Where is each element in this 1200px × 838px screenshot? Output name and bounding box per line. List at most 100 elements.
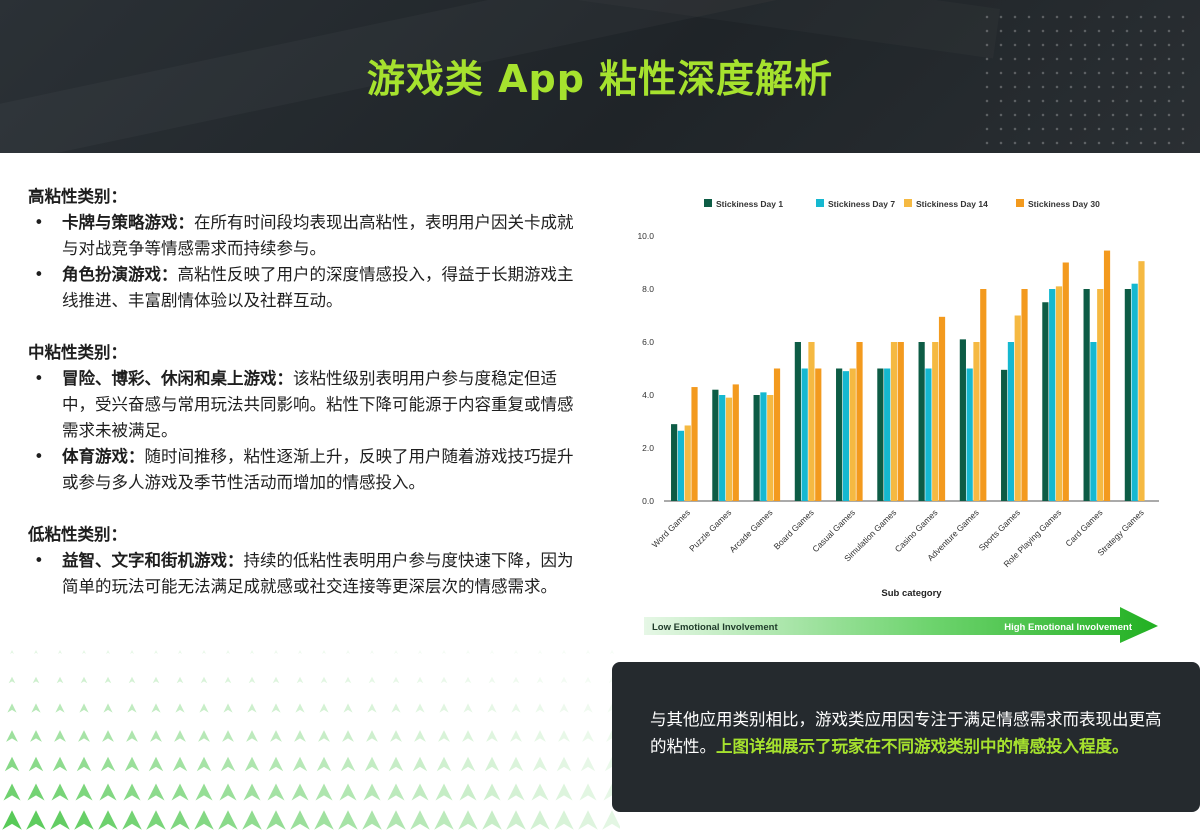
low-involvement-label: Low Emotional Involvement — [652, 622, 778, 633]
bar — [815, 368, 822, 501]
arrow-pattern-mark — [102, 730, 114, 742]
arrow-pattern-mark — [176, 676, 184, 684]
arrow-pattern-mark — [2, 810, 22, 830]
arrow-pattern-mark — [315, 783, 333, 801]
arrow-pattern-mark — [559, 703, 569, 713]
arrow-pattern-mark — [562, 650, 566, 654]
arrow-pattern-mark — [484, 756, 500, 772]
arrow-pattern-mark — [554, 810, 574, 830]
arrow-pattern-mark — [346, 650, 350, 654]
bullet: • — [34, 369, 44, 388]
bar — [712, 389, 719, 501]
bar — [1007, 342, 1015, 501]
arrow-pattern-mark — [271, 703, 281, 713]
arrow-pattern-mark — [4, 756, 20, 772]
x-tick-label: Casino Games — [893, 507, 940, 554]
arrow-pattern-mark — [266, 810, 286, 830]
item-text: 持续的低粘性表明用户参与度快速下降，因为简单的玩法可能无法满足成就感或社交连接等… — [62, 551, 574, 596]
bar — [1055, 286, 1063, 501]
dot-pattern — [980, 10, 1190, 150]
arrow-pattern-mark — [274, 650, 278, 654]
bar — [691, 387, 698, 501]
item-bold: 益智、文字和街机游戏： — [62, 551, 244, 570]
high-involvement-label: High Emotional Involvement — [1004, 622, 1133, 633]
arrow-pattern-mark — [218, 810, 238, 830]
arrow-pattern-mark — [250, 650, 254, 654]
arrow-pattern-mark — [148, 756, 164, 772]
bar — [753, 395, 760, 501]
arrow-pattern-mark — [366, 730, 378, 742]
arrow-pattern-mark — [244, 756, 260, 772]
legend-label: Stickiness Day 7 — [828, 199, 895, 209]
bullet: • — [34, 447, 44, 466]
bar — [938, 316, 946, 501]
arrow-pattern-mark — [78, 730, 90, 742]
arrow-pattern-mark — [486, 730, 498, 742]
bar — [842, 371, 850, 501]
arrow-pattern-mark — [338, 810, 358, 830]
arrow-pattern-mark — [270, 730, 282, 742]
arrow-pattern-mark — [344, 676, 352, 684]
bar — [856, 342, 863, 501]
bar — [980, 289, 987, 501]
y-tick-label: 2.0 — [642, 443, 654, 453]
bar — [719, 395, 726, 501]
arrow-pattern-mark — [220, 756, 236, 772]
bar — [884, 368, 891, 501]
arrow-pattern-mark — [175, 703, 185, 713]
legend-swatch — [816, 199, 824, 207]
arrow-pattern-mark — [242, 810, 262, 830]
arrow-pattern-mark — [442, 650, 446, 654]
item-bold: 冒险、博彩、休闲和桌上游戏： — [62, 369, 293, 388]
arrow-pattern-mark — [364, 756, 380, 772]
arrow-pattern-mark — [490, 650, 494, 654]
bullet: • — [34, 213, 44, 232]
arrow-pattern-mark — [75, 783, 93, 801]
x-axis-title: Sub category — [881, 588, 942, 599]
arrow-pattern-mark — [438, 730, 450, 742]
arrow-pattern-mark — [318, 730, 330, 742]
bar — [1049, 289, 1056, 501]
arrow-pattern-mark — [27, 783, 45, 801]
arrow-pattern-mark — [460, 756, 476, 772]
arrow-pattern-mark — [124, 756, 140, 772]
arrow-pattern-mark — [290, 810, 310, 830]
item-bold: 卡牌与策略游戏： — [62, 213, 194, 232]
arrow-pattern-mark — [534, 730, 546, 742]
arrow-pattern-mark — [26, 810, 46, 830]
arrow-pattern-mark — [50, 810, 70, 830]
bar — [684, 425, 691, 501]
bar — [897, 342, 904, 501]
x-tick-label: Casual Games — [810, 507, 857, 554]
bar — [836, 368, 843, 501]
arrow-pattern-mark — [196, 756, 212, 772]
bar — [1001, 369, 1008, 501]
arrow-pattern-mark — [268, 756, 284, 772]
arrow-pattern-mark — [295, 703, 305, 713]
arrow-pattern-mark — [578, 810, 598, 830]
arrow-pattern-mark — [532, 756, 548, 772]
bullet: • — [34, 265, 44, 284]
arrow-pattern-mark — [128, 676, 136, 684]
arrow-pattern-mark — [482, 810, 502, 830]
arrow-pattern-mark — [52, 756, 68, 772]
arrow-pattern-mark — [267, 783, 285, 801]
legend-swatch — [704, 199, 712, 207]
bar — [966, 368, 973, 501]
bar — [760, 392, 767, 501]
bar — [767, 395, 774, 501]
arrow-pattern-mark — [507, 783, 525, 801]
arrow-pattern-mark — [51, 783, 69, 801]
arrow-pattern-mark — [319, 703, 329, 713]
arrow-pattern-mark — [298, 650, 302, 654]
arrow-pattern-mark — [511, 703, 521, 713]
x-tick-label: Card Games — [1063, 507, 1104, 548]
arrow-pattern-mark — [535, 703, 545, 713]
arrow-pattern-mark — [583, 703, 593, 713]
arrow-pattern-mark — [174, 730, 186, 742]
arrow-pattern-mark — [198, 730, 210, 742]
bar — [1062, 262, 1069, 501]
arrow-pattern-mark — [488, 676, 496, 684]
arrow-pattern-mark — [106, 650, 110, 654]
bar — [1014, 315, 1021, 501]
